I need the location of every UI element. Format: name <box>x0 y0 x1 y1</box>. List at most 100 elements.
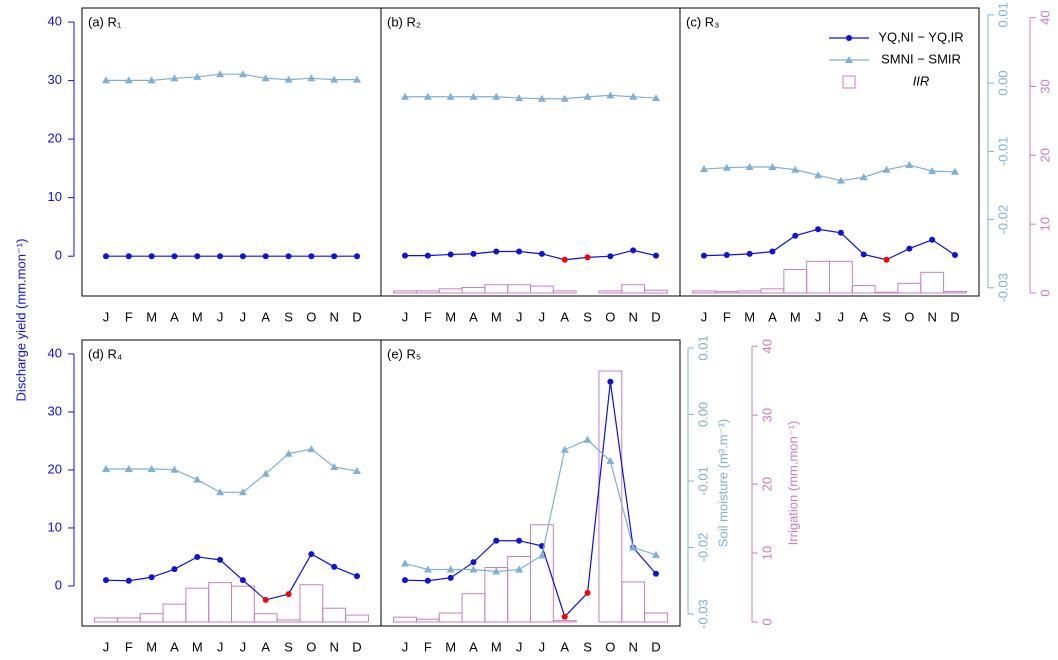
y3-tick-label: 20 <box>1037 148 1052 162</box>
legend-label: IIR <box>913 73 930 88</box>
triangle-point <box>102 76 110 84</box>
triangle-point <box>722 163 731 171</box>
point <box>262 596 269 603</box>
x-tick-label: N <box>628 309 637 324</box>
point <box>701 252 707 259</box>
triangle-point <box>401 559 409 567</box>
point <box>538 250 545 257</box>
series-line <box>703 228 956 261</box>
irrigation-bar <box>162 603 187 623</box>
panel-frame <box>380 339 681 627</box>
panel-title: (b) R₂ <box>387 14 421 29</box>
triangle-point <box>147 465 156 473</box>
irrigation-bar <box>530 524 554 623</box>
point <box>769 248 776 255</box>
point <box>584 254 591 261</box>
x-tick-label: F <box>125 639 133 654</box>
irrigation-bar <box>552 290 577 294</box>
triangle-point <box>882 165 891 173</box>
triangle-point <box>261 469 270 477</box>
point <box>148 253 155 260</box>
x-tick-label: J <box>516 309 523 324</box>
point <box>194 253 201 260</box>
irrigation-bar <box>874 291 899 294</box>
y2-tick-label: -0.01 <box>695 466 710 496</box>
irrigation-bar <box>484 284 509 294</box>
triangle-point <box>492 567 501 575</box>
point <box>561 613 568 620</box>
triangle-point <box>492 92 501 100</box>
triangle-point <box>170 74 179 82</box>
x-tick-label: A <box>261 639 270 654</box>
x-tick-label: O <box>605 309 615 324</box>
triangle-point <box>330 463 339 471</box>
point <box>103 577 109 584</box>
x-tick-label: J <box>240 309 247 324</box>
irrigation-bar <box>461 286 486 294</box>
x-tick-label: M <box>445 639 456 654</box>
triangle-point <box>606 91 615 99</box>
triangle-point <box>124 76 133 84</box>
triangle-point <box>745 163 754 171</box>
y2-axis-title: Soil moisture (m³.m⁻³) <box>715 419 730 547</box>
triangle-point <box>284 449 293 457</box>
point <box>906 245 913 252</box>
irrigation-bar <box>139 613 164 623</box>
y-tick-label: 0 <box>55 248 62 263</box>
irrigation-bar <box>530 285 554 294</box>
triangle-point <box>652 550 660 558</box>
x-tick-label: M <box>744 309 755 324</box>
triangle-point <box>537 94 546 102</box>
x-tick-label: M <box>146 309 157 324</box>
point <box>561 256 568 263</box>
point <box>217 253 224 260</box>
irrigation-bar <box>185 587 210 623</box>
panel-title: (c) R₃ <box>686 14 719 29</box>
point <box>746 250 753 257</box>
y2-tick-label: -0.02 <box>995 205 1010 235</box>
point <box>354 253 360 260</box>
point <box>653 252 659 259</box>
point <box>837 229 844 236</box>
triangle-point <box>606 457 615 465</box>
triangle-point <box>353 467 361 475</box>
y-tick-label: 30 <box>48 403 62 418</box>
x-tick-label: J <box>402 639 409 654</box>
point <box>792 232 799 239</box>
y3-tick-label: 30 <box>759 408 774 422</box>
x-tick-label: A <box>560 639 569 654</box>
legend-marker <box>846 35 852 41</box>
y2-tick-label: -0.03 <box>995 273 1010 303</box>
point <box>723 252 730 259</box>
triangle-point <box>170 465 179 473</box>
y3-tick-label: 10 <box>1037 217 1052 231</box>
triangle-point <box>147 76 156 84</box>
y-tick-label: 10 <box>48 189 62 204</box>
irrigation-bar <box>943 291 967 294</box>
y3-tick-label: 40 <box>759 339 774 353</box>
x-tick-label: J <box>240 639 247 654</box>
series-line <box>105 553 358 601</box>
point <box>103 253 109 260</box>
legend-label: YQ,NI − YQ,IR <box>878 29 963 44</box>
triangle-point <box>583 435 592 443</box>
triangle-point <box>330 75 339 83</box>
irrigation-bar <box>484 567 509 623</box>
x-tick-label: N <box>927 309 936 324</box>
triangle-point <box>700 165 708 173</box>
triangle-point <box>124 465 133 473</box>
point <box>171 253 178 260</box>
triangle-point <box>423 565 432 573</box>
irrigation-bar <box>393 290 417 294</box>
irrigation-bar <box>897 282 922 294</box>
point <box>239 253 246 260</box>
point <box>470 559 477 566</box>
y2-tick-label: 0.01 <box>695 335 710 360</box>
x-tick-label: O <box>306 309 316 324</box>
point <box>607 253 614 260</box>
triangle-point <box>307 74 316 82</box>
point <box>402 577 408 584</box>
irrigation-bar <box>231 585 255 623</box>
x-tick-label: A <box>469 639 478 654</box>
